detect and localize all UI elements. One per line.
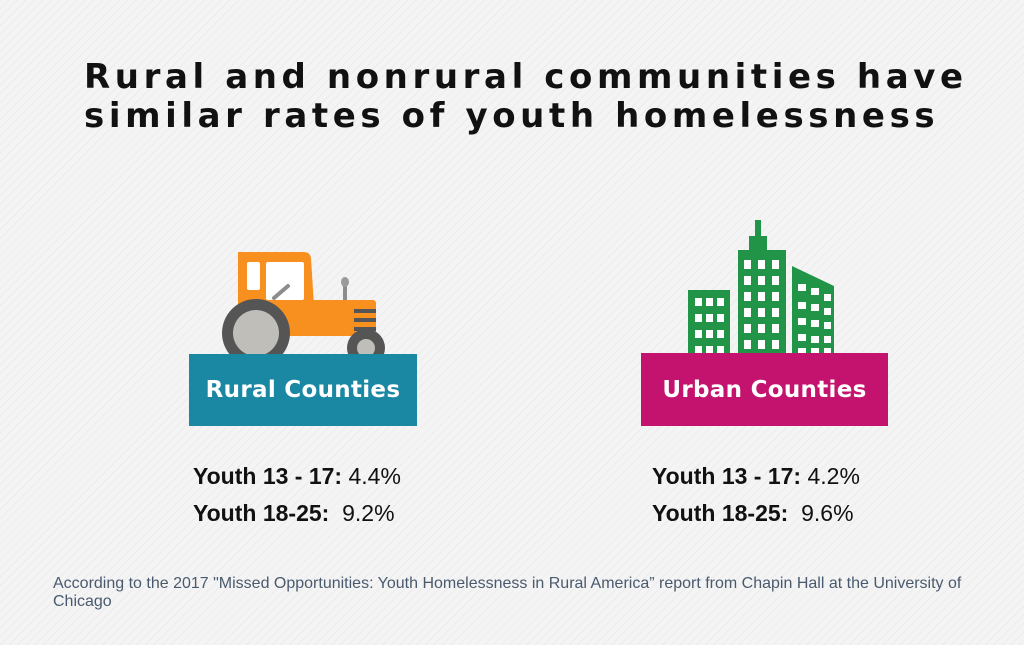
stat-group-label: Youth 18-25: — [652, 500, 789, 526]
stat-value: 9.2% — [329, 500, 395, 526]
stat-group-label: Youth 13 - 17: — [652, 463, 802, 489]
buildings-icon — [688, 220, 834, 360]
rural-counties-text: Rural Counties — [205, 377, 401, 403]
tractor-icon — [222, 252, 385, 367]
title-line-1: Rural and nonrural communities have — [84, 57, 968, 97]
rural-stats: Youth 13 - 17: 4.4% Youth 18-25: 9.2% — [193, 463, 401, 537]
stat-value: 9.6% — [788, 500, 854, 526]
infographic-title: Rural and nonrural communities have simi… — [84, 58, 964, 136]
source-citation: According to the 2017 "Missed Opportunit… — [53, 575, 962, 610]
urban-stats: Youth 13 - 17: 4.2% Youth 18-25: 9.6% — [652, 463, 860, 537]
urban-counties-label: Urban Counties — [641, 353, 888, 426]
rural-stat-13-17: Youth 13 - 17: 4.4% — [193, 463, 401, 500]
stat-group-label: Youth 18-25: — [193, 500, 330, 526]
urban-stat-13-17: Youth 13 - 17: 4.2% — [652, 463, 860, 500]
rural-counties-label: Rural Counties — [189, 354, 417, 426]
urban-counties-text: Urban Counties — [662, 376, 867, 403]
rural-stat-18-25: Youth 18-25: 9.2% — [193, 500, 401, 537]
urban-stat-18-25: Youth 18-25: 9.6% — [652, 500, 860, 537]
stat-value: 4.4% — [342, 463, 401, 489]
stat-group-label: Youth 13 - 17: — [193, 463, 343, 489]
stat-value: 4.2% — [801, 463, 860, 489]
title-line-2: similar rates of youth homelessness — [84, 96, 940, 136]
